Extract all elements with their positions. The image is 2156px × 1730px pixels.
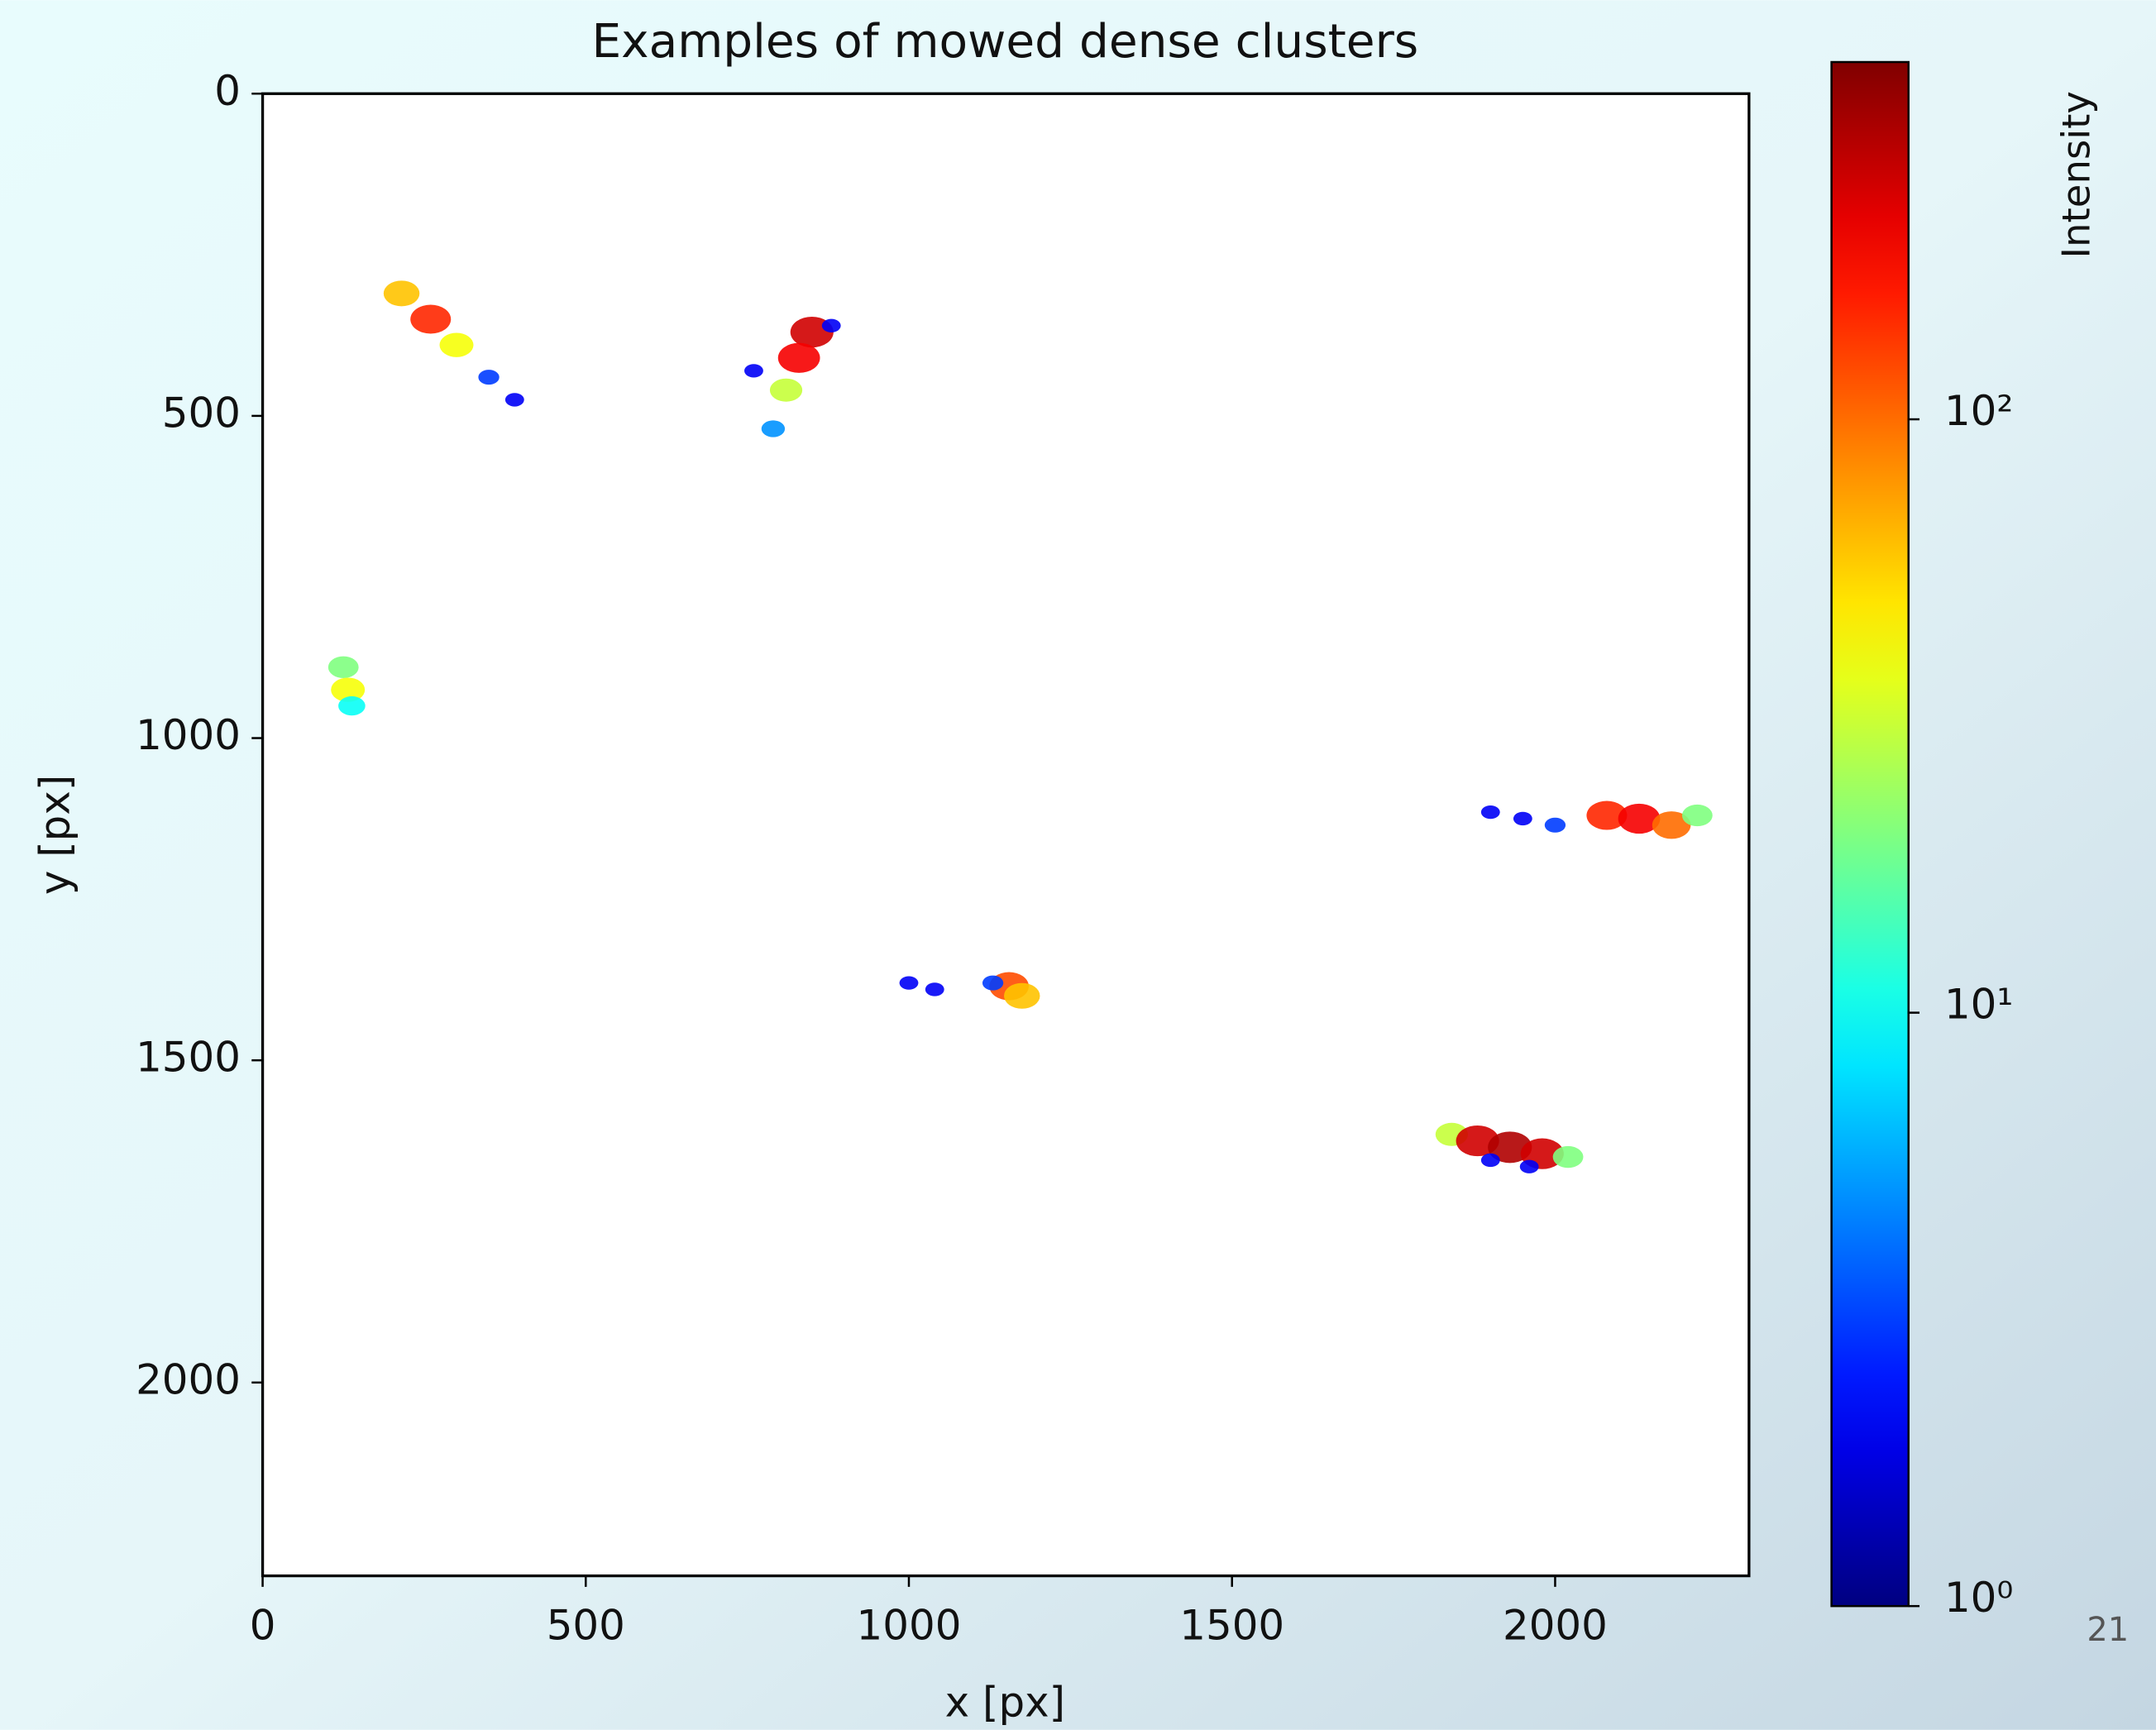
cluster-pixel: [1513, 812, 1532, 825]
x-tick-label: 500: [547, 1601, 625, 1649]
cluster-pixel: [505, 393, 524, 406]
y-tick-label: 0: [214, 67, 241, 115]
page-number: 21: [2087, 1611, 2129, 1649]
y-tick-label: 500: [162, 389, 241, 437]
cluster-pixel: [1520, 1160, 1539, 1173]
colorbar-tick-label: 10⁰: [1944, 1574, 2013, 1622]
x-tick-label: 2000: [1503, 1601, 1608, 1649]
colorbar-tick-label: 10²: [1944, 387, 2013, 435]
colorbar-label: Intensity: [2053, 91, 2098, 259]
cluster-pixel: [982, 976, 1003, 991]
y-axis-label: y [px]: [31, 775, 79, 895]
chart-title: Examples of mowed dense clusters: [591, 15, 1418, 69]
cluster-pixel: [1481, 1154, 1500, 1167]
colorbar: [1832, 62, 1909, 1606]
x-tick-label: 1000: [857, 1601, 962, 1649]
cluster-pixel: [328, 657, 359, 678]
cluster-pixel: [1682, 805, 1713, 826]
x-tick-label: 1500: [1179, 1601, 1284, 1649]
cluster-pixel: [900, 977, 919, 990]
cluster-pixel: [1553, 1146, 1584, 1168]
cluster-pixel: [770, 379, 802, 402]
cluster-pixel: [925, 982, 944, 996]
y-tick-label: 1000: [136, 711, 241, 759]
y-tick-label: 1500: [136, 1034, 241, 1082]
cluster-pixel: [822, 319, 841, 332]
cluster-pixel: [478, 370, 499, 385]
cluster-pixel: [1481, 805, 1500, 819]
x-tick-label: 0: [250, 1601, 276, 1649]
cluster-pixel: [384, 280, 419, 306]
cluster-pixel: [439, 333, 473, 357]
page: {"chart_data": {"type": "image", "title"…: [0, 0, 2156, 1730]
cluster-pixel: [338, 696, 366, 715]
cluster-pixel: [744, 364, 763, 377]
cluster-pixel: [778, 343, 820, 373]
y-tick-label: 2000: [136, 1355, 241, 1403]
plot-area: [263, 93, 1749, 1575]
cluster-pixel: [1545, 818, 1566, 833]
cluster-pixel: [410, 305, 451, 334]
cluster-pixel: [1004, 983, 1040, 1009]
colorbar-tick-label: 10¹: [1944, 980, 2013, 1028]
cluster-pixel: [762, 420, 785, 437]
x-axis-label: x [px]: [945, 1678, 1065, 1726]
slide: Examples of mowed dense clusters x [px] …: [0, 0, 2156, 1730]
